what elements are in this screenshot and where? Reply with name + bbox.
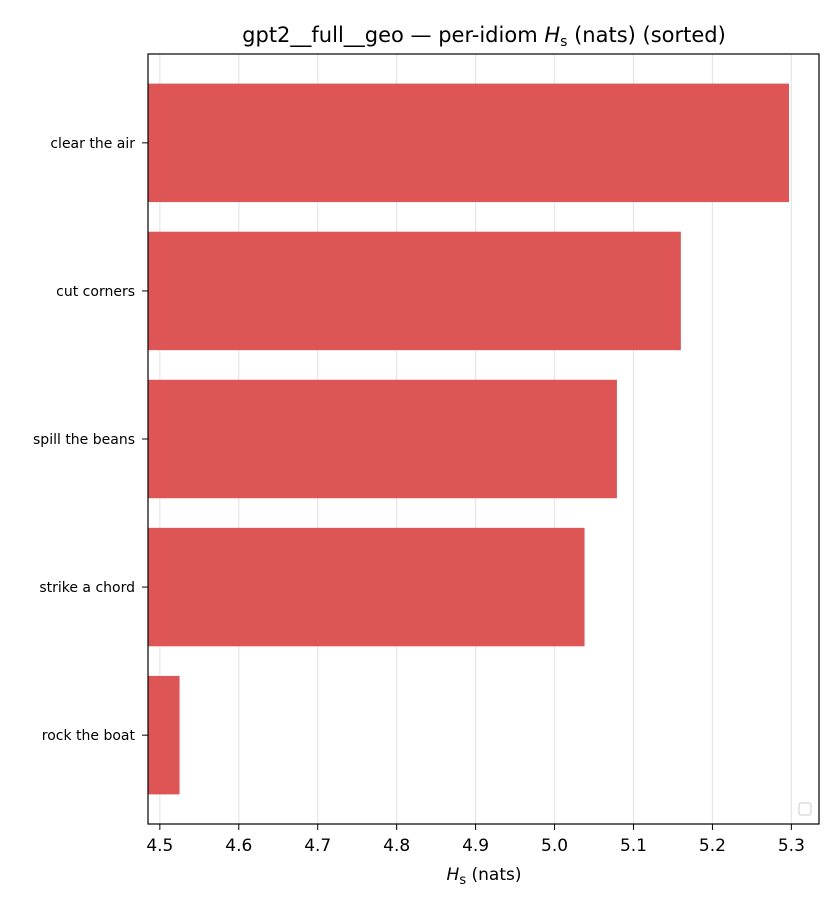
bar: [148, 527, 585, 647]
bar: [148, 675, 180, 795]
x-tick-label: 5.0: [541, 836, 568, 856]
bar: [148, 379, 617, 499]
bars: [148, 83, 790, 795]
y-tick-label: strike a chord: [39, 580, 135, 596]
x-tick-label: 4.9: [462, 836, 489, 856]
bar: [148, 231, 681, 351]
chart-title-symbol: H: [544, 23, 560, 47]
x-axis-label-subscript: s: [459, 873, 466, 888]
chart-title: gpt2__full__geo — per-idiom Hs (nats) (s…: [242, 23, 726, 50]
y-tick-label: spill the beans: [33, 432, 135, 448]
x-tick-label: 5.3: [778, 836, 805, 856]
legend-box: [798, 802, 812, 816]
y-tick-label: rock the boat: [42, 728, 136, 744]
x-axis-ticks: 4.5 4.6 4.7 4.8 4.9 5.0 5.1 5.2 5.3: [146, 824, 805, 856]
x-tick-label: 4.7: [304, 836, 331, 856]
y-axis-ticks: clear the air cut corners spill the beans s…: [33, 136, 148, 744]
chart-title-subscript: s: [560, 34, 567, 50]
x-axis-label: Hs (nats): [447, 865, 522, 888]
x-tick-label: 4.6: [225, 836, 252, 856]
x-axis-label-symbol: H: [447, 865, 460, 885]
x-tick-label: 4.5: [146, 836, 173, 856]
bar: [148, 83, 790, 203]
chart-title-suffix: (nats) (sorted): [567, 23, 725, 47]
x-tick-label: 4.8: [383, 836, 410, 856]
y-tick-label: cut corners: [56, 284, 135, 300]
x-tick-label: 5.2: [699, 836, 726, 856]
x-tick-label: 5.1: [620, 836, 647, 856]
x-axis-label-suffix: (nats): [466, 865, 521, 885]
chart-title-prefix: gpt2__full__geo — per-idiom: [242, 23, 544, 48]
y-tick-label: clear the air: [50, 136, 135, 152]
